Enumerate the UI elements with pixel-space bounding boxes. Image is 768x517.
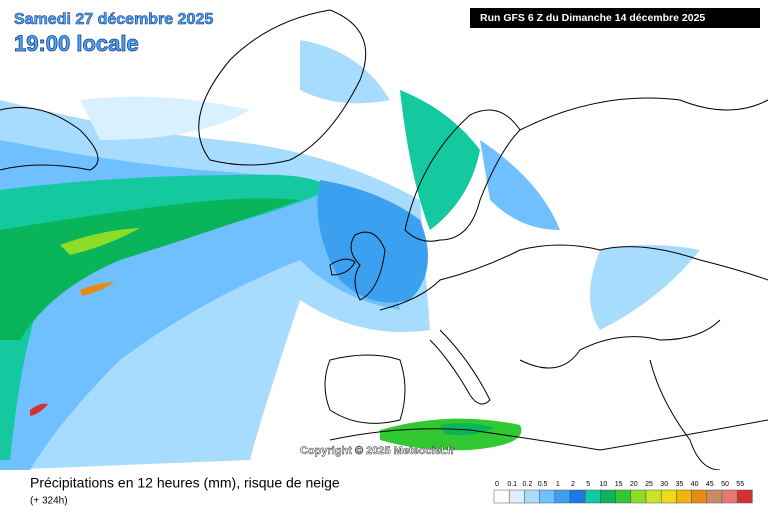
- legend-label: 30: [660, 481, 668, 488]
- legend-swatch: [660, 489, 677, 504]
- legend-swatch: [736, 489, 753, 504]
- legend-label: 0.1: [507, 481, 517, 488]
- legend: 0 0.1 0.2 0.5 1 2 5 10 15 20 25 30 35 40 45 50 55: [493, 481, 753, 504]
- map-date: Samedi 27 décembre 2025: [14, 11, 213, 28]
- legend-swatch: [600, 489, 616, 504]
- legend-swatch: [706, 489, 723, 504]
- legend-swatch: [508, 489, 525, 504]
- run-box: [470, 8, 760, 28]
- legend-label: 35: [676, 481, 684, 488]
- legend-swatch: [691, 489, 708, 504]
- coastlines: [0, 9, 768, 471]
- legend-label: 50: [721, 481, 729, 488]
- legend-label: 0: [495, 481, 499, 488]
- legend-label: 10: [600, 481, 608, 488]
- legend-label: 15: [615, 481, 623, 488]
- legend-swatch: [524, 489, 540, 504]
- legend-label: 2: [571, 481, 575, 488]
- legend-label: 55: [736, 481, 744, 488]
- legend-label: 25: [645, 481, 653, 488]
- legend-label: 1: [556, 481, 560, 488]
- legend-swatch: [493, 489, 510, 504]
- legend-label: 5: [586, 481, 590, 488]
- legend-label: 40: [691, 481, 699, 488]
- footer-title: Précipitations en 12 heures (mm), risque…: [30, 475, 340, 491]
- legend-swatch: [584, 489, 601, 504]
- run-info: Run GFS 6 Z du Dimanche 14 décembre 2025: [480, 12, 705, 24]
- legend-swatch: [676, 489, 692, 504]
- map-time: 19:00 locale: [14, 31, 139, 56]
- legend-swatch: [630, 489, 647, 504]
- legend-swatch: [554, 489, 571, 504]
- legend-swatch: [645, 489, 662, 504]
- legend-label: 45: [706, 481, 714, 488]
- precipitation: [0, 40, 700, 470]
- legend-label: 20: [630, 481, 638, 488]
- legend-swatch: [721, 489, 738, 504]
- legend-label: 0.5: [538, 481, 548, 488]
- legend-swatch: [539, 489, 556, 504]
- footer-lead: (+ 324h): [30, 496, 68, 507]
- copyright: Copyright © 2025 Meteociel.fr: [300, 445, 456, 457]
- legend-swatch: [615, 489, 632, 504]
- legend-label: 0.2: [523, 481, 533, 488]
- legend-swatch: [569, 489, 586, 504]
